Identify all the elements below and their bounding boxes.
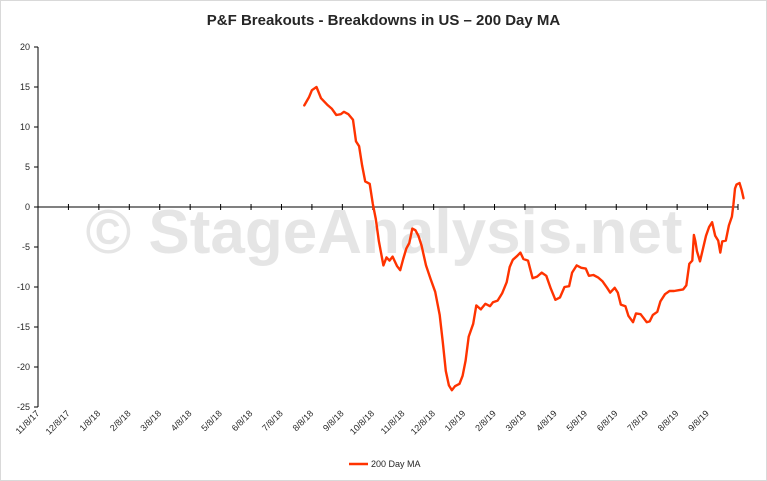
y-tick-label: 0: [25, 202, 30, 212]
y-tick-label: 10: [20, 122, 30, 132]
legend: 200 Day MA: [349, 459, 421, 469]
x-tick-label: 4/8/18: [169, 408, 194, 433]
x-tick-label: 11/8/18: [379, 408, 407, 436]
x-tick-label: 2/8/19: [473, 408, 498, 433]
y-tick-label: -10: [17, 282, 30, 292]
x-tick-label: 2/8/18: [108, 408, 133, 433]
x-tick-label: 6/8/18: [230, 408, 255, 433]
y-tick-label: -5: [22, 242, 30, 252]
legend-label: 200 Day MA: [371, 459, 421, 469]
x-tick-label: 7/8/18: [260, 408, 285, 433]
series-line-200-day-ma: [303, 85, 745, 392]
x-tick-label: 8/8/19: [656, 408, 681, 433]
x-tick-label: 9/8/18: [321, 408, 346, 433]
x-tick-label: 1/8/19: [443, 408, 468, 433]
x-tick-label: 12/8/18: [409, 408, 437, 436]
y-tick-label: -20: [17, 362, 30, 372]
x-tick-label: 6/8/19: [595, 408, 620, 433]
x-tick-label: 10/8/18: [348, 408, 376, 436]
y-tick-label: 5: [25, 162, 30, 172]
x-tick-label: 3/8/18: [138, 408, 163, 433]
x-tick-label: 12/8/17: [44, 408, 72, 436]
x-tick-label: 7/8/19: [625, 408, 650, 433]
x-tick-label: 5/8/18: [199, 408, 224, 433]
x-tick-label: 3/8/19: [504, 408, 529, 433]
axes: [37, 47, 738, 407]
x-tick-label: 8/8/18: [291, 408, 316, 433]
x-tick-label: 1/8/18: [78, 408, 103, 433]
x-tick-label: 9/8/19: [686, 408, 711, 433]
x-tick-label: 5/8/19: [564, 408, 589, 433]
y-tick-label: -15: [17, 322, 30, 332]
y-tick-label: 20: [20, 42, 30, 52]
y-tick-label: 15: [20, 82, 30, 92]
x-tick-label: 4/8/19: [534, 408, 559, 433]
watermark-text: © StageAnalysis.net: [86, 198, 683, 267]
y-axis-ticks: -25 -20 -15 -10 -5 0 5 10 15 20: [17, 42, 38, 412]
chart-title: P&F Breakouts - Breakdowns in US – 200 D…: [206, 12, 561, 29]
y-tick-label: -25: [17, 402, 30, 412]
x-tick-label: 11/8/17: [14, 408, 42, 436]
